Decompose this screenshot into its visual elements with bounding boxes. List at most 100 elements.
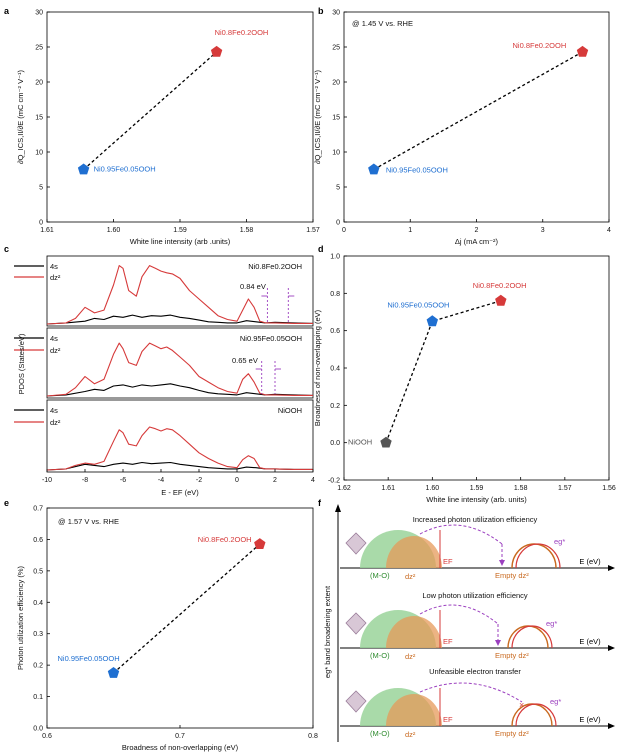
point-label: Ni0.8Fe0.2OOH — [513, 41, 567, 50]
y-tick-label: 15 — [332, 115, 340, 122]
x-tick-label: -10 — [42, 477, 52, 484]
x-tick-label: 1.59 — [173, 227, 187, 234]
fermi-level-label: EF — [443, 637, 453, 646]
panel-c-pdos: -10 -8 -6 -4 -2 0 2 4 E - EF (eV) PDOS (States/eV… — [17, 255, 315, 497]
panel-e-condition: @ 1.57 V vs. RHE — [58, 517, 119, 526]
y-tick-label: 0.2 — [330, 403, 340, 410]
data-point — [380, 436, 392, 448]
y-axis-label: PDOS (States/eV) — [17, 333, 26, 394]
panel-a-plot: 1.61 1.60 1.59 1.58 1.57 0 5 10 15 20 25 30 White li… — [16, 10, 320, 247]
x-axis-label: E - EF (eV) — [161, 488, 199, 497]
pdos-legend-3: 4s dz² — [14, 406, 61, 427]
data-point — [77, 163, 90, 175]
y-tick-label: 25 — [332, 45, 340, 52]
mo-label: (M-O) — [370, 571, 390, 580]
mo-label: (M-O) — [370, 729, 390, 738]
y-axis-label: Broadness of non-overlapping (eV) — [313, 309, 322, 426]
energy-arrowhead — [608, 645, 615, 651]
y-tick-label: 10 — [332, 150, 340, 157]
y-tick-label: 0.5 — [33, 568, 43, 575]
data-point — [495, 294, 507, 306]
eg-band-arc — [511, 625, 553, 649]
pdos-curve-4s — [46, 383, 314, 397]
x-tick-label: 2 — [273, 477, 277, 484]
panel-label-c: c — [4, 244, 9, 254]
schematic-y-arrowhead — [335, 504, 341, 512]
transfer-arrowhead — [499, 560, 505, 566]
y-tick-label: 0.6 — [330, 328, 340, 335]
y-tick-label: 0.8 — [330, 291, 340, 298]
dz2-label: dz² — [405, 652, 416, 661]
x-tick-label: 0.6 — [42, 733, 52, 740]
blocked-transfer-icon: × — [519, 700, 524, 710]
pdos-subpanel-frame — [46, 327, 314, 399]
legend-dz2: dz² — [50, 273, 61, 282]
pdos-curve-4s — [46, 461, 313, 471]
y-axis-label: ∂Q_ICS,II/∂E (mC cm⁻² V⁻¹) — [313, 69, 322, 164]
point-label: Ni0.95Fe0.05OOH — [387, 300, 449, 309]
x-tick-label: 3 — [541, 227, 545, 234]
y-axis-label: Photon utilization efficiency (%) — [16, 565, 25, 670]
fermi-level-label: EF — [443, 557, 453, 566]
panel-label-e: e — [4, 498, 9, 508]
energy-arrowhead — [608, 565, 615, 571]
y-tick-label: 30 — [35, 10, 43, 17]
pdos-gap-1: 0.84 eV — [240, 282, 266, 291]
x-tick-label: 1.61 — [381, 485, 395, 492]
point-label: Ni0.95Fe0.05OOH — [386, 166, 448, 175]
pdos-gap-2: 0.65 eV — [232, 356, 258, 365]
x-tick-label: 0 — [342, 227, 346, 234]
pdos-legend-2: 4s dz² — [14, 334, 61, 355]
legend-dz2: dz² — [50, 346, 61, 355]
y-tick-label: 0.1 — [33, 694, 43, 701]
eg-label: eg* — [546, 619, 557, 628]
pdos-name-1: Ni0.8Fe0.2OOH — [248, 262, 302, 271]
dz2-label: dz² — [405, 572, 416, 581]
y-tick-label: 5 — [336, 185, 340, 192]
legend-4s: 4s — [50, 334, 58, 343]
x-tick-label: 1.61 — [40, 227, 54, 234]
transfer-arrowhead — [495, 640, 501, 646]
x-tick-label: 1.60 — [107, 227, 121, 234]
connecting-line — [83, 51, 218, 170]
dz2-band — [386, 536, 442, 568]
legend-4s: 4s — [50, 406, 58, 415]
panel-e-plot: 0.6 0.7 0.8 0.0 0.1 0.2 0.3 0.4 0.5 0.6 0.7 Broadne… — [16, 506, 318, 753]
legend-4s: 4s — [50, 262, 58, 271]
y-tick-label: 1.0 — [330, 254, 340, 261]
pdos-subpanel-frame — [46, 255, 314, 327]
schematic-row1-title: Increased photon utilization efficiency — [413, 515, 538, 524]
connecting-line — [385, 300, 501, 443]
eg-label: eg* — [554, 537, 565, 546]
pdos-curve-dz2 — [46, 265, 313, 325]
data-point — [107, 667, 120, 678]
pdos-legend-1: 4s dz² — [14, 262, 61, 282]
schematic-y-label: eg* band broadening extent — [323, 585, 332, 678]
y-tick-label: 0 — [336, 220, 340, 227]
point-label: Ni0.8Fe0.2OOH — [215, 28, 269, 37]
eg-band-arc — [515, 543, 561, 569]
x-axis-label: White line intensity (arb .units) — [130, 237, 231, 246]
panel-label-b: b — [318, 6, 324, 16]
y-tick-label: 0.7 — [33, 506, 43, 513]
y-tick-label: 0.4 — [33, 600, 43, 607]
panel-label-f: f — [318, 498, 322, 508]
energy-arrowhead — [608, 723, 615, 729]
data-point — [210, 45, 223, 57]
schematic-band-diagram: E (eV) EF (M-O) dz² Empty dz² eg* E (eV) EF (M-O… — [335, 504, 615, 742]
x-tick-label: -4 — [158, 477, 164, 484]
x-tick-label: 1 — [408, 227, 412, 234]
x-axis-label: Δj (mA cm⁻²) — [455, 237, 499, 246]
pdos-name-2: Ni0.95Fe0.05OOH — [240, 334, 302, 343]
y-tick-label: 0.0 — [33, 726, 43, 733]
mo-label: (M-O) — [370, 651, 390, 660]
panel-b-plot: 0 1 2 3 4 0 5 10 15 20 25 30 Δj (mA cm⁻²) ∂Q_ICS,II/∂… — [313, 10, 611, 247]
excitation-arrow — [419, 604, 499, 625]
panel-d-plot: 1.62 1.61 1.60 1.59 1.58 1.57 1.56 -0.2 0.0 0.2 0.… — [313, 254, 616, 505]
x-tick-label: 1.58 — [514, 485, 528, 492]
y-tick-label: 0.6 — [33, 537, 43, 544]
y-tick-label: 0.2 — [33, 663, 43, 670]
data-point — [426, 315, 438, 327]
legend-dz2: dz² — [50, 418, 61, 427]
